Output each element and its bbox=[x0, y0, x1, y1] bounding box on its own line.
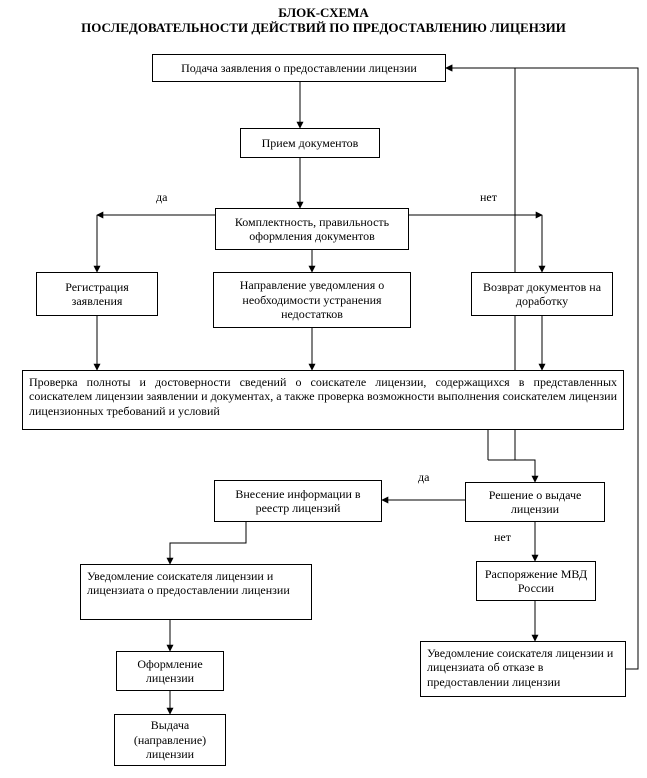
node-n12-label: Оформление лицензии bbox=[123, 657, 217, 686]
node-n13: Уведомление соискателя лицензии и лиценз… bbox=[420, 641, 626, 697]
node-n14: Выдача (направление) лицензии bbox=[114, 714, 226, 766]
edge-e13 bbox=[170, 522, 246, 564]
node-n8: Решение о выдаче лицензии bbox=[465, 482, 605, 522]
label-yes2: да bbox=[418, 470, 429, 485]
node-n10: Уведомление соискателя лицензии и лиценз… bbox=[80, 564, 312, 620]
flowchart-canvas: БЛОК-СХЕМАПОСЛЕДОВАТЕЛЬНОСТИ ДЕЙСТВИЙ ПО… bbox=[0, 0, 647, 778]
title-line1: БЛОК-СХЕМА bbox=[278, 5, 369, 20]
node-n2-label: Прием документов bbox=[262, 136, 359, 150]
diagram-title: БЛОК-СХЕМАПОСЛЕДОВАТЕЛЬНОСТИ ДЕЙСТВИЙ ПО… bbox=[0, 6, 647, 36]
node-n5: Направление уведомления о необходимости … bbox=[213, 272, 411, 328]
node-n6-label: Возврат документов на доработку bbox=[478, 280, 606, 309]
node-n7: Проверка полноты и достоверности сведени… bbox=[22, 370, 624, 430]
node-n10-label: Уведомление соискателя лицензии и лиценз… bbox=[87, 569, 305, 598]
label-no2: нет bbox=[494, 530, 511, 545]
node-n1-label: Подача заявления о предоставлении лиценз… bbox=[181, 61, 417, 75]
node-n9: Внесение информации в реестр лицензий bbox=[214, 480, 382, 522]
node-n6: Возврат документов на доработку bbox=[471, 272, 613, 316]
node-n11: Распоряжение МВД России bbox=[476, 561, 596, 601]
node-n13-label: Уведомление соискателя лицензии и лиценз… bbox=[427, 646, 619, 689]
node-n3-label: Комплектность, правильность оформления д… bbox=[222, 215, 402, 244]
node-n9-label: Внесение информации в реестр лицензий bbox=[221, 487, 375, 516]
node-n11-label: Распоряжение МВД России bbox=[483, 567, 589, 596]
node-n12: Оформление лицензии bbox=[116, 651, 224, 691]
node-n5-label: Направление уведомления о необходимости … bbox=[220, 278, 404, 321]
node-n1: Подача заявления о предоставлении лиценз… bbox=[152, 54, 446, 82]
edge-e9b bbox=[488, 460, 535, 482]
node-n7-label: Проверка полноты и достоверности сведени… bbox=[29, 375, 617, 418]
label-no1: нет bbox=[480, 190, 497, 205]
title-line2: ПОСЛЕДОВАТЕЛЬНОСТИ ДЕЙСТВИЙ ПО ПРЕДОСТАВ… bbox=[81, 20, 566, 35]
node-n4: Регистрация заявления bbox=[36, 272, 158, 316]
label-yes1: да bbox=[156, 190, 167, 205]
node-n8-label: Решение о выдаче лицензии bbox=[472, 488, 598, 517]
node-n2: Прием документов bbox=[240, 128, 380, 158]
node-n14-label: Выдача (направление) лицензии bbox=[121, 718, 219, 761]
node-n4-label: Регистрация заявления bbox=[43, 280, 151, 309]
node-n3: Комплектность, правильность оформления д… bbox=[215, 208, 409, 250]
